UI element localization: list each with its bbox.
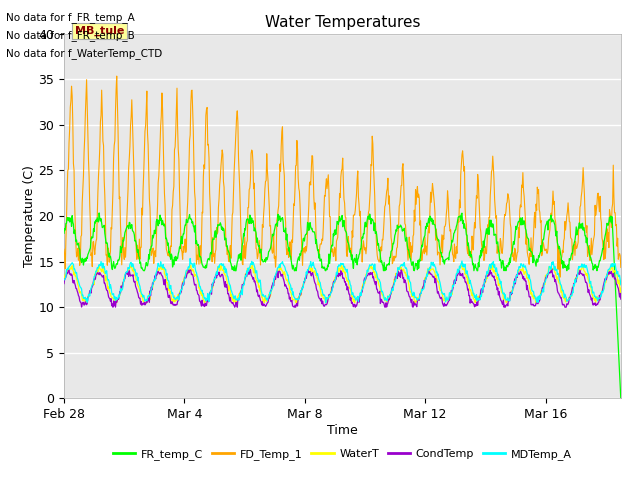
Text: No data for f_WaterTemp_CTD: No data for f_WaterTemp_CTD <box>6 48 163 60</box>
Title: Water Temperatures: Water Temperatures <box>265 15 420 30</box>
Legend: FR_temp_C, FD_Temp_1, WaterT, CondTemp, MDTemp_A: FR_temp_C, FD_Temp_1, WaterT, CondTemp, … <box>109 444 576 464</box>
Text: MB_tule: MB_tule <box>75 25 125 36</box>
X-axis label: Time: Time <box>327 424 358 437</box>
Text: No data for f_FR_temp_B: No data for f_FR_temp_B <box>6 30 135 41</box>
Text: No data for f_FR_temp_A: No data for f_FR_temp_A <box>6 12 135 23</box>
Y-axis label: Temperature (C): Temperature (C) <box>22 165 36 267</box>
